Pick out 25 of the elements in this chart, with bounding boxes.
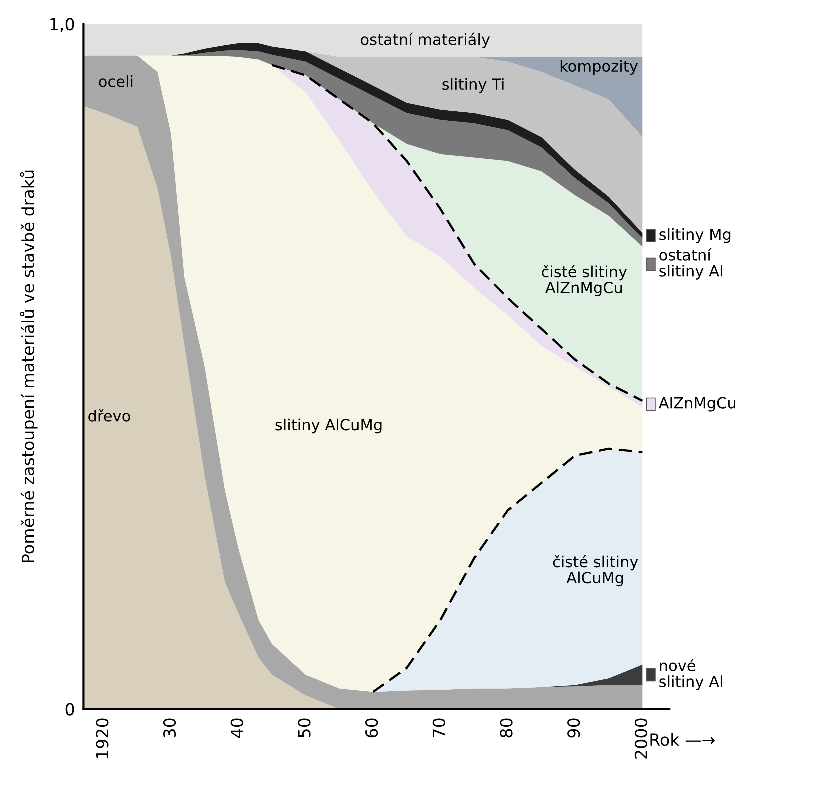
- y-axis-title: Poměrné zastoupení materiálů ve stavbě draků: [20, 170, 38, 562]
- series-label: čisté slitiny AlCuMg: [553, 555, 638, 587]
- x-tick-label: 60: [366, 718, 378, 738]
- series-label: oceli: [99, 76, 133, 88]
- x-tick-label: 90: [568, 718, 580, 738]
- y-tick-label: 0: [66, 703, 74, 716]
- x-tick-label: 80: [500, 718, 513, 738]
- x-tick-label: 2000: [634, 718, 648, 759]
- legend-label: nové slitiny Al: [660, 659, 722, 690]
- x-tick-label: 30: [163, 718, 176, 738]
- legend-label: slitiny Mg: [660, 228, 731, 244]
- x-tick-label: 70: [432, 718, 446, 738]
- legend-label: AlZnMgCu: [658, 397, 736, 412]
- series-label: čisté slitiny AlZnMgCu: [542, 265, 628, 297]
- legend-label: ostatní slitiny Al: [660, 248, 722, 280]
- series-label: slitiny Ti: [442, 78, 504, 94]
- series-label: slitiny AlCuMg: [276, 418, 382, 434]
- x-tick-label: 50: [298, 718, 311, 738]
- x-axis-title: Rok —→: [650, 733, 715, 746]
- series-label: dřevo: [88, 409, 130, 422]
- series-label: kompozity: [560, 60, 638, 75]
- series-label: ostatní materiály: [361, 32, 490, 48]
- y-tick-label: 1,0: [50, 18, 74, 32]
- x-tick-label: 1920: [96, 718, 109, 758]
- x-tick-label: 40: [230, 718, 244, 738]
